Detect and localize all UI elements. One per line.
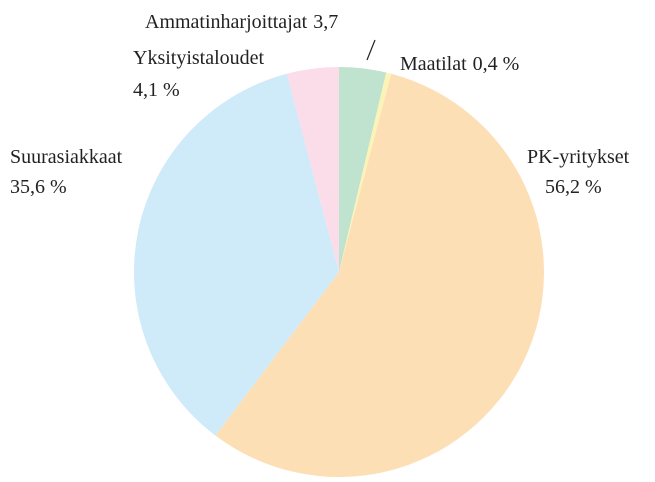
value-label: 0,4 % bbox=[473, 53, 520, 75]
category-label: Yksityistaloudet bbox=[133, 47, 265, 69]
value-label: 3,7 bbox=[313, 11, 338, 33]
pie-slice bbox=[286, 67, 339, 272]
leader-line bbox=[366, 39, 376, 61]
category-label: Suurasiakkaat bbox=[10, 146, 123, 168]
slice-label: Ammatinharjoittajat 3,7 bbox=[145, 11, 338, 33]
slice-label: Maatilat 0,4 % bbox=[400, 53, 519, 75]
category-label: Maatilat bbox=[400, 53, 467, 75]
pie-slice bbox=[339, 67, 387, 272]
value-label: 56,2 % bbox=[545, 176, 602, 198]
value-label: 4,1 % bbox=[133, 79, 180, 101]
category-label: PK-yritykset bbox=[527, 146, 630, 168]
pie-slice bbox=[339, 72, 392, 273]
pie-slice bbox=[133, 73, 339, 436]
value-label: 35,6 % bbox=[10, 176, 67, 198]
category-label: Ammatinharjoittajat bbox=[145, 11, 308, 33]
pie-slice bbox=[215, 73, 544, 477]
